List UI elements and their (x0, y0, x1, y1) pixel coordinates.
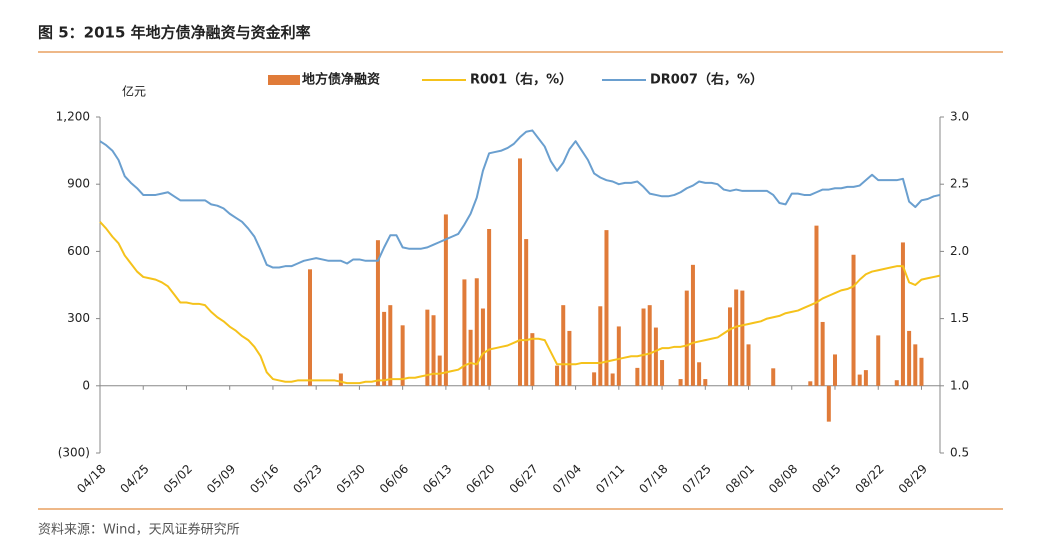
x-tick-label: 05/09 (204, 462, 238, 496)
bar (567, 330, 572, 386)
x-tick-label: 05/16 (247, 462, 281, 496)
y2-tick-label: 1.0 (950, 378, 969, 392)
y-tick-label: 600 (67, 244, 90, 258)
bar (863, 370, 868, 386)
bar (518, 158, 522, 386)
x-tick-label: 07/11 (593, 462, 627, 496)
x-tick-label: 08/08 (766, 462, 800, 496)
bar (431, 315, 436, 386)
bar (462, 279, 467, 386)
bar (443, 214, 448, 386)
y2-tick-label: 2.5 (950, 177, 969, 191)
x-tick-label: 06/13 (420, 462, 454, 496)
bar (728, 307, 732, 386)
legend-swatch (268, 75, 300, 85)
bar (641, 308, 646, 386)
x-tick-label: 08/01 (723, 462, 757, 496)
bar (653, 327, 658, 386)
x-tick-label: 06/20 (463, 462, 497, 496)
bar (678, 379, 683, 386)
bar (919, 357, 924, 386)
chart-title: 图 5：2015 年地方债净融资与资金利率 (38, 24, 311, 42)
bar (808, 381, 813, 386)
bar (610, 373, 615, 386)
y2-tick-label: 2.0 (950, 244, 969, 258)
bar (616, 326, 621, 386)
y2-tick-label: 3.0 (950, 110, 969, 124)
bar (703, 379, 708, 386)
bar (308, 269, 312, 386)
bar (826, 385, 831, 422)
bar (400, 325, 405, 386)
bar (530, 333, 535, 386)
bar (604, 230, 609, 386)
bar (746, 344, 751, 386)
y2-tick-label: 1.5 (950, 311, 969, 325)
x-tick-label: 08/15 (809, 462, 843, 496)
bar (900, 242, 905, 386)
bar (833, 354, 837, 386)
bar (598, 306, 603, 386)
bar (913, 344, 918, 386)
x-tick-label: 04/18 (74, 462, 108, 496)
bar (771, 368, 776, 386)
bar (697, 362, 702, 386)
bar (338, 373, 343, 386)
bar (425, 309, 430, 386)
bar (660, 360, 665, 386)
bar (907, 330, 912, 386)
bar (555, 365, 560, 386)
bar (468, 329, 473, 386)
bar (592, 372, 597, 386)
bar (690, 264, 695, 386)
y-tick-label: (300) (58, 446, 90, 460)
bar (487, 229, 492, 386)
bar (388, 305, 393, 386)
y-axis-label: 亿元 (122, 84, 146, 99)
y2-tick-label: 0.5 (950, 446, 969, 460)
y-tick-label: 300 (67, 311, 90, 325)
x-tick-label: 08/29 (896, 462, 930, 496)
bar (437, 355, 442, 386)
bar (375, 240, 380, 386)
y-tick-label: 1,200 (56, 110, 90, 124)
bar (740, 290, 745, 386)
source-note: 资料来源：Wind，天风证券研究所 (38, 522, 240, 538)
bar (647, 305, 652, 386)
bar (894, 380, 899, 386)
legend-label: DR007（右，%） (650, 72, 763, 88)
bar (480, 308, 485, 386)
x-tick-label: 07/04 (550, 462, 584, 496)
bar (734, 289, 739, 386)
y-tick-label: 900 (67, 177, 90, 191)
x-tick-label: 04/25 (117, 462, 151, 496)
bar (474, 278, 479, 386)
line (99, 221, 941, 385)
x-tick-label: 06/27 (507, 462, 541, 496)
bar (635, 367, 640, 386)
line (99, 129, 941, 269)
x-tick-label: 06/06 (377, 462, 411, 496)
x-tick-label: 05/02 (161, 462, 195, 496)
bar (382, 311, 387, 386)
bar (684, 290, 689, 386)
bar (524, 239, 529, 386)
x-tick-label: 05/30 (334, 462, 368, 496)
y-tick-label: 0 (82, 378, 90, 392)
legend-label: 地方债净融资 (302, 72, 380, 88)
x-tick-label: 07/18 (636, 462, 670, 496)
x-tick-label: 08/22 (852, 462, 886, 496)
legend-label: R001（右，%） (470, 72, 572, 88)
bar (814, 225, 819, 386)
x-tick-label: 05/23 (290, 462, 324, 496)
x-tick-label: 07/25 (680, 462, 714, 496)
bar (876, 335, 881, 386)
bar (857, 374, 862, 386)
bar (820, 321, 825, 386)
bar (561, 305, 566, 386)
bar (851, 254, 856, 386)
